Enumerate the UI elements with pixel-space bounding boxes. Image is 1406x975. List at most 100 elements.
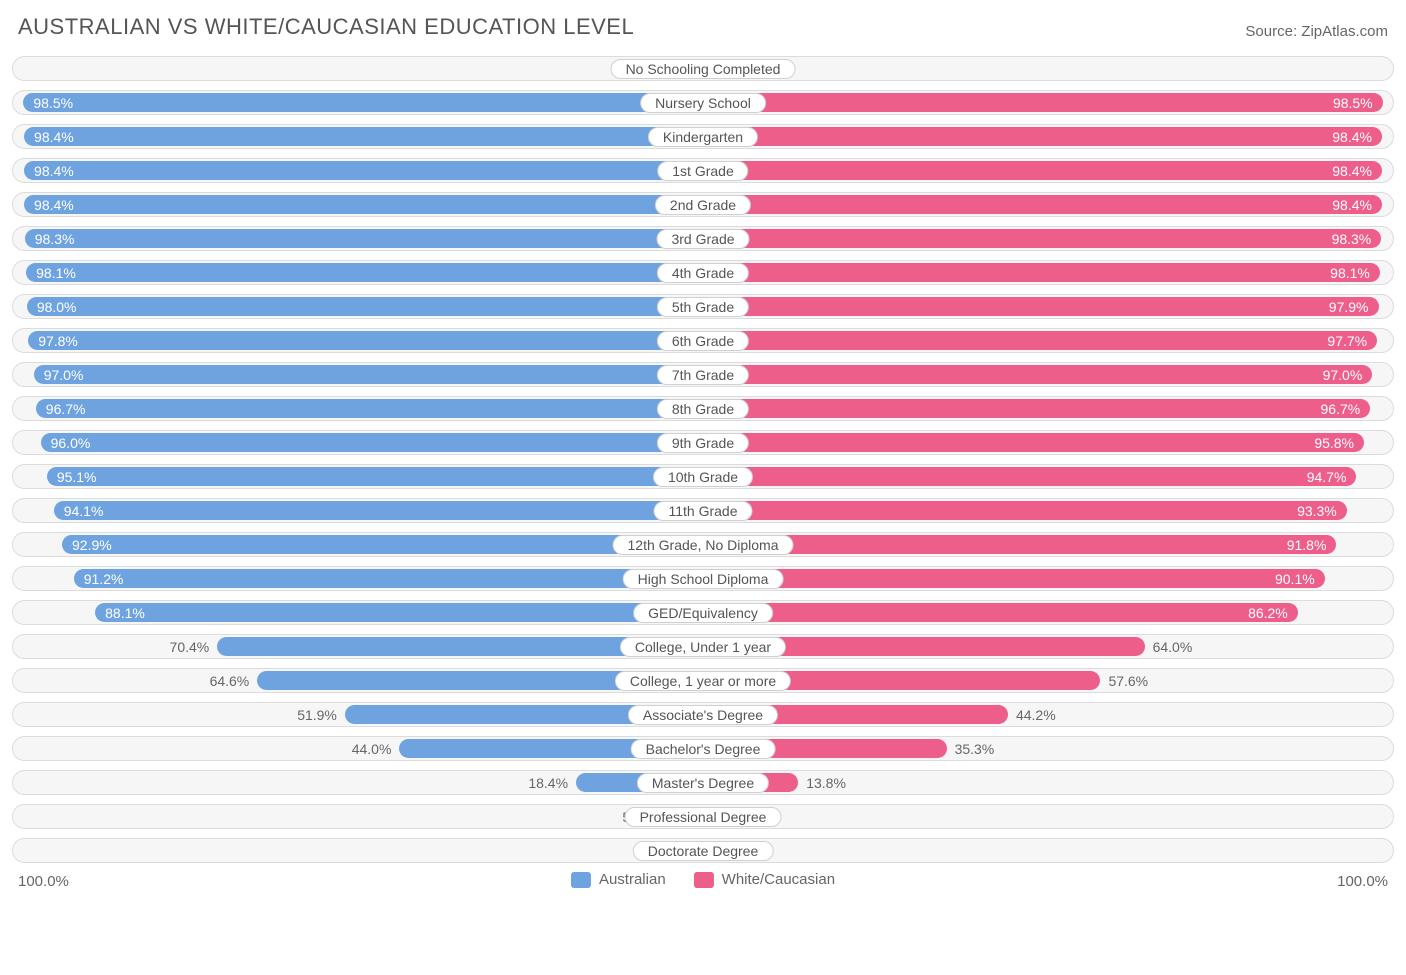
bar-track-right: 98.4% <box>703 125 1393 148</box>
category-label: 1st Grade <box>657 161 748 181</box>
chart-row: 92.9% 91.8% 12th Grade, No Diploma <box>12 532 1394 557</box>
bar-track-right: 93.3% <box>703 499 1393 522</box>
category-label: Nursery School <box>640 93 766 113</box>
axis-max-left: 100.0% <box>18 873 69 890</box>
bar-track-right: 91.8% <box>703 533 1393 556</box>
bar-left: 97.8% <box>28 331 703 350</box>
chart-row: 97.8% 97.7% 6th Grade <box>12 328 1394 353</box>
value-label-left: 95.1% <box>57 467 97 486</box>
chart-row: 5.9%4.1%Professional Degree <box>12 804 1394 829</box>
category-label: No Schooling Completed <box>611 59 796 79</box>
bar-track-left: 95.1% <box>13 465 703 488</box>
value-label-right: 91.8% <box>1287 535 1327 554</box>
bar-track-left: 98.4% <box>13 193 703 216</box>
bar-right: 98.4% <box>703 127 1382 146</box>
source-prefix: Source: <box>1245 23 1297 40</box>
value-label-right: 93.3% <box>1297 501 1337 520</box>
category-label: 4th Grade <box>657 263 749 283</box>
bar-track-right: 97.7% <box>703 329 1393 352</box>
bar-track-right: 57.6% <box>703 669 1393 692</box>
value-label-left: 98.4% <box>34 195 74 214</box>
bar-track-left: 18.4% <box>13 771 703 794</box>
value-label-right: 98.3% <box>1332 229 1372 248</box>
category-label: Bachelor's Degree <box>631 739 776 759</box>
bar-right: 90.1% <box>703 569 1325 588</box>
value-label-left: 98.5% <box>33 93 73 112</box>
value-label-right: 97.7% <box>1327 331 1367 350</box>
bar-track-right: 98.4% <box>703 193 1393 216</box>
bar-track-right: 98.4% <box>703 159 1393 182</box>
value-label-right: 97.0% <box>1323 365 1363 384</box>
bar-left: 92.9% <box>62 535 703 554</box>
chart-row: 98.3% 98.3% 3rd Grade <box>12 226 1394 251</box>
bar-track-right: 13.8% <box>703 771 1393 794</box>
category-label: Doctorate Degree <box>633 841 774 861</box>
chart-row: 18.4%13.8%Master's Degree <box>12 770 1394 795</box>
bar-track-right: 1.6% <box>703 57 1393 80</box>
legend-label-right: White/Caucasian <box>722 871 835 888</box>
chart-row: 44.0% 35.3% Bachelor's Degree <box>12 736 1394 761</box>
value-label-left: 98.4% <box>34 127 74 146</box>
chart-row: 64.6%57.6%College, 1 year or more <box>12 668 1394 693</box>
legend-swatch-right <box>694 872 714 888</box>
category-label: 3rd Grade <box>656 229 749 249</box>
category-label: 12th Grade, No Diploma <box>613 535 794 555</box>
bar-right: 98.1% <box>703 263 1380 282</box>
bar-track-right: 95.8% <box>703 431 1393 454</box>
value-label-left: 97.0% <box>44 365 84 384</box>
bar-track-right: 35.3% <box>703 737 1393 760</box>
category-label: Associate's Degree <box>628 705 778 725</box>
category-label: Kindergarten <box>648 127 758 147</box>
bar-left: 98.1% <box>26 263 703 282</box>
category-label: 8th Grade <box>657 399 749 419</box>
bar-track-right: 4.1% <box>703 805 1393 828</box>
bar-track-right: 98.3% <box>703 227 1393 250</box>
category-label: 9th Grade <box>657 433 749 453</box>
bar-track-right: 1.8% <box>703 839 1393 862</box>
category-label: High School Diploma <box>623 569 784 589</box>
bar-track-left: 64.6% <box>13 669 703 692</box>
bar-right: 98.4% <box>703 195 1382 214</box>
category-label: 7th Grade <box>657 365 749 385</box>
bar-left: 98.4% <box>24 161 703 180</box>
bar-track-left: 1.6% <box>13 57 703 80</box>
chart-footer: 100.0% 100.0% Australian White/Caucasian <box>12 871 1394 895</box>
bar-track-left: 70.4% <box>13 635 703 658</box>
category-label: Professional Degree <box>625 807 782 827</box>
value-label-right: 57.6% <box>1108 669 1148 692</box>
bar-left: 98.4% <box>24 195 703 214</box>
category-label: 11th Grade <box>653 501 752 521</box>
bar-track-left: 92.9% <box>13 533 703 556</box>
bar-left: 91.2% <box>74 569 703 588</box>
value-label-right: 90.1% <box>1275 569 1315 588</box>
bar-track-right: 94.7% <box>703 465 1393 488</box>
bar-track-left: 98.5% <box>13 91 703 114</box>
bar-left: 95.1% <box>47 467 703 486</box>
value-label-right: 95.8% <box>1314 433 1354 452</box>
chart-title: AUSTRALIAN VS WHITE/CAUCASIAN EDUCATION … <box>18 14 634 40</box>
value-label-left: 92.9% <box>72 535 112 554</box>
bar-right: 86.2% <box>703 603 1298 622</box>
category-label: 10th Grade <box>653 467 753 487</box>
category-label: 6th Grade <box>657 331 749 351</box>
value-label-right: 98.4% <box>1332 127 1372 146</box>
bar-right: 96.7% <box>703 399 1370 418</box>
value-label-left: 44.0% <box>352 737 392 760</box>
bar-track-left: 97.8% <box>13 329 703 352</box>
value-label-right: 97.9% <box>1329 297 1369 316</box>
bar-track-right: 97.0% <box>703 363 1393 386</box>
chart-row: 94.1%93.3%11th Grade <box>12 498 1394 523</box>
bar-track-right: 44.2% <box>703 703 1393 726</box>
value-label-left: 96.7% <box>46 399 86 418</box>
value-label-left: 88.1% <box>105 603 145 622</box>
chart-row: 97.0% 97.0% 7th Grade <box>12 362 1394 387</box>
value-label-right: 35.3% <box>955 737 995 760</box>
bar-track-right: 96.7% <box>703 397 1393 420</box>
value-label-left: 97.8% <box>38 331 78 350</box>
bar-left: 98.4% <box>24 127 703 146</box>
chart-row: 91.2% 90.1% High School Diploma <box>12 566 1394 591</box>
value-label-left: 98.3% <box>35 229 75 248</box>
bar-track-left: 91.2% <box>13 567 703 590</box>
bar-track-left: 88.1% <box>13 601 703 624</box>
chart-row: 95.1% 94.7%10th Grade <box>12 464 1394 489</box>
